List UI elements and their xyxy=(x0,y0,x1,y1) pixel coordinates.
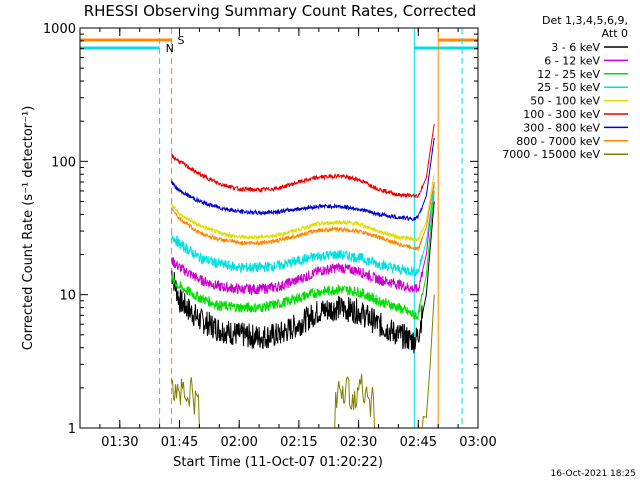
x-axis-label: Start Time (11-Oct-07 01:20:22) xyxy=(173,455,383,470)
x-tick-label-5: 02:45 xyxy=(400,435,437,450)
legend-label-0: 3 - 6 keV xyxy=(551,41,600,54)
series-line-4 xyxy=(171,174,435,243)
series-line-7 xyxy=(171,181,435,252)
attenuator-markers: SN xyxy=(80,28,478,428)
y-tick-label-0: 1 xyxy=(68,422,76,437)
legend-label-3: 25 - 50 keV xyxy=(537,81,600,94)
legend-label-8: 7000 - 15000 keV xyxy=(502,148,600,161)
legend-label-6: 300 - 800 keV xyxy=(523,121,600,134)
axes: 01:30 01:45 02:00 02:15 02:30 02:45 03:00 1 10 10… xyxy=(43,22,497,450)
series-line-0 xyxy=(171,201,435,354)
chart-title: RHESSI Observing Summary Count Rates, Co… xyxy=(84,2,477,20)
y-axis-label: Corrected Count Rate (s⁻¹ detector⁻¹) xyxy=(21,106,36,351)
x-tick-label-0: 01:30 xyxy=(101,435,138,450)
x-tick-label-6: 03:00 xyxy=(459,435,496,450)
series-line-3 xyxy=(171,186,435,278)
series-line-1 xyxy=(171,181,435,296)
series-layer xyxy=(171,124,435,429)
series-line-5 xyxy=(171,124,435,199)
series-line-2 xyxy=(171,190,435,321)
legend-label-7: 800 - 7000 keV xyxy=(516,135,600,148)
y-tick-label-2: 100 xyxy=(51,155,76,170)
marker-label-n: N xyxy=(166,42,174,55)
legend-header-line1: Det 1,3,4,5,6,9, xyxy=(542,14,628,27)
footer-timestamp: 16-Oct-2021 18:25 xyxy=(551,469,636,479)
series-line-6 xyxy=(171,137,435,222)
legend-label-2: 12 - 25 keV xyxy=(537,68,600,81)
x-tick-label-4: 02:30 xyxy=(340,435,377,450)
y-tick-label-1: 10 xyxy=(59,289,76,304)
legend-label-1: 6 - 12 keV xyxy=(544,54,600,67)
legend-label-4: 50 - 100 keV xyxy=(530,95,600,108)
x-tick-label-2: 02:00 xyxy=(220,435,257,450)
legend-label-5: 100 - 300 keV xyxy=(523,108,600,121)
x-tick-label-1: 01:45 xyxy=(161,435,198,450)
marker-label-s: S xyxy=(178,34,185,47)
plot-frame xyxy=(79,27,479,429)
x-tick-label-3: 02:15 xyxy=(280,435,317,450)
legend-header-line2: Att 0 xyxy=(602,27,628,40)
y-tick-label-3: 1000 xyxy=(43,22,76,37)
series-line-8 xyxy=(171,294,435,429)
